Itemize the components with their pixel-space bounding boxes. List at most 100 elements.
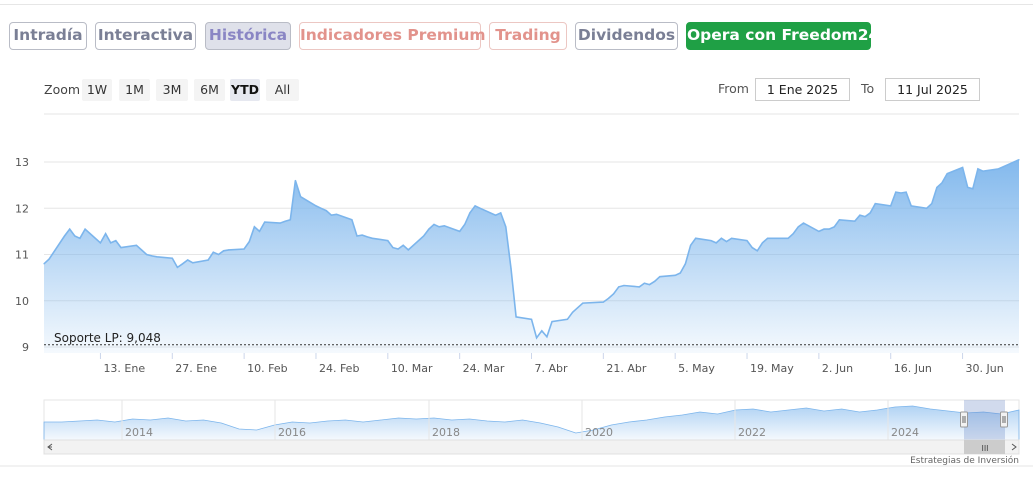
data-point	[335, 213, 338, 215]
data-point	[967, 186, 969, 188]
data-point	[679, 272, 681, 274]
data-point	[135, 244, 137, 246]
y-tick-label: 9	[22, 341, 29, 354]
tab-indicadores-premium[interactable]: Indicadores Premium	[299, 22, 486, 50]
scrollbar-grip: III	[981, 444, 988, 453]
data-point	[289, 219, 291, 221]
x-tick-label: 24. Feb	[319, 362, 359, 375]
data-point	[392, 247, 394, 249]
data-point	[838, 219, 841, 221]
data-point	[613, 293, 615, 295]
source-credit: Estrategias de Inversión	[910, 456, 1019, 466]
data-point	[300, 196, 302, 198]
zoom-6m-button[interactable]: 6M	[194, 79, 225, 101]
data-point	[366, 236, 368, 238]
data-point	[433, 223, 435, 225]
data-point	[941, 182, 943, 184]
data-point	[905, 191, 907, 193]
data-point	[546, 336, 548, 338]
to-label: To	[861, 81, 875, 96]
data-point	[361, 234, 363, 236]
data-point	[443, 225, 445, 227]
data-point	[243, 248, 245, 250]
data-point	[464, 223, 466, 225]
data-point	[982, 170, 984, 172]
zoom-1m-button[interactable]: 1M	[119, 79, 150, 101]
data-point	[371, 237, 373, 239]
zoom-ytd-button[interactable]: YTD	[230, 79, 260, 101]
data-point	[833, 226, 835, 228]
data-point	[797, 226, 799, 228]
data-point	[330, 214, 332, 216]
navigator-selection	[964, 400, 1005, 440]
data-point	[74, 235, 76, 237]
x-tick-label: 27. Ene	[175, 362, 217, 375]
data-point	[407, 249, 409, 251]
data-point	[140, 249, 143, 251]
data-point	[284, 220, 286, 222]
from-date-input[interactable]: 1 Ene 2025	[755, 78, 850, 101]
navigator-year-label: 2016	[278, 426, 306, 439]
data-point	[315, 205, 317, 207]
navigator[interactable]: 2014 2016 2018 2020 2022 2024 III	[43, 399, 1020, 455]
data-point	[325, 210, 327, 212]
x-tick-label: 24. Mar	[463, 362, 505, 375]
data-point	[279, 222, 281, 224]
data-point	[192, 262, 194, 264]
data-point	[638, 286, 640, 288]
data-point	[674, 274, 676, 276]
support-layer: Soporte LP: 9,048	[44, 331, 1019, 346]
data-point	[787, 237, 789, 239]
zoom-1w-button[interactable]: 1W	[82, 79, 112, 101]
tab-historica[interactable]: Histórica	[205, 22, 291, 50]
from-label: From	[718, 81, 749, 96]
navigator-year-label: 2020	[585, 426, 613, 439]
data-point	[890, 205, 892, 207]
data-point	[120, 247, 122, 249]
data-point	[1003, 166, 1005, 168]
data-point	[874, 203, 876, 205]
tab-trading[interactable]: Trading	[489, 22, 567, 50]
data-point	[207, 259, 209, 261]
data-point	[99, 242, 101, 244]
data-point	[79, 237, 81, 239]
navigator-overview	[43, 405, 1020, 441]
to-date-input[interactable]: 11 Jul 2025	[885, 78, 980, 101]
opera-freedom24-button[interactable]: Opera con Freedom24	[686, 22, 879, 50]
data-point	[515, 316, 517, 318]
data-point	[618, 286, 620, 288]
data-point	[1018, 159, 1020, 161]
data-point	[756, 250, 758, 252]
data-point	[182, 263, 184, 265]
tab-intradia[interactable]: Intradía	[9, 22, 87, 50]
data-point	[710, 240, 712, 242]
data-point	[500, 212, 502, 214]
data-point	[63, 235, 66, 237]
data-point	[223, 250, 225, 252]
zoom-3m-button[interactable]: 3M	[156, 79, 188, 101]
data-point	[146, 253, 148, 256]
scroll-left-icon	[47, 443, 53, 451]
data-point	[294, 179, 296, 182]
data-point	[972, 188, 974, 190]
data-point	[725, 241, 728, 243]
data-point	[926, 207, 928, 209]
data-point	[469, 212, 471, 214]
data-point	[1008, 163, 1010, 165]
data-point	[171, 257, 173, 259]
y-tick-label: 10	[15, 295, 29, 308]
data-point	[248, 241, 250, 243]
tab-dividendos[interactable]: Dividendos	[575, 22, 678, 50]
tab-interactiva[interactable]: Interactiva	[95, 22, 196, 50]
data-point	[715, 242, 717, 244]
data-point	[43, 263, 45, 265]
data-point	[387, 240, 389, 242]
data-point	[84, 228, 86, 230]
data-point	[402, 244, 404, 246]
data-point	[397, 248, 399, 250]
data-point	[659, 276, 661, 278]
data-point	[818, 230, 820, 232]
data-point	[690, 244, 692, 246]
zoom-all-button[interactable]: All	[266, 79, 299, 101]
data-point	[110, 242, 112, 244]
